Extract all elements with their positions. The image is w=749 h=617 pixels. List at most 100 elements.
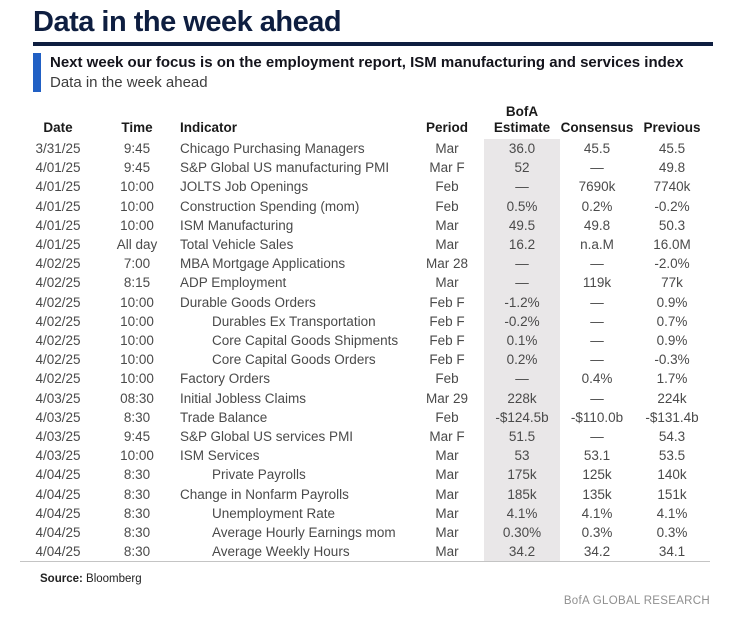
cell-estimate: 175k (484, 465, 560, 485)
cell-date: 4/03/25 (35, 429, 81, 445)
cell-previous: 0.3% (656, 525, 688, 541)
cell-estimate: -0.2% (484, 311, 560, 332)
cell-estimate: — (484, 177, 560, 197)
cell-indicator: Chicago Purchasing Managers (180, 141, 365, 156)
cell-period: Mar F (429, 160, 465, 176)
cell-previous: 53.5 (658, 448, 686, 464)
cell-indicator: ADP Employment (180, 275, 287, 291)
cell-indicator: Initial Jobless Claims (180, 390, 307, 406)
cell-consensus: — (590, 294, 604, 310)
table-row: 4/04/25 8:30 Change in Nonfarm Payrolls Mar… (20, 484, 710, 504)
table-row: 4/04/25 8:30 Average Hourly Earnings mom Ma… (20, 523, 710, 543)
cell-consensus: 0.2% (581, 198, 613, 214)
cell-period: Feb F (429, 294, 465, 310)
cell-period: Mar (435, 486, 459, 502)
cell-estimate: 0.30% (484, 523, 560, 543)
cell-time: 8:30 (123, 467, 151, 483)
cell-indicator: Durables Ex Transportation (212, 313, 376, 329)
table-row: 4/02/25 10:00 Durables Ex Transportation Fe… (20, 311, 710, 332)
cell-time: 8:30 (123, 409, 151, 425)
cell-consensus: 135k (582, 486, 612, 502)
table-row: 4/03/25 9:45 S&P Global US services PMI Mar… (20, 427, 710, 447)
cell-previous: 0.7% (656, 313, 688, 329)
cell-previous: 1.7% (656, 371, 688, 387)
cell-previous: 224k (657, 390, 687, 406)
cell-period: Feb F (429, 333, 465, 349)
cell-indicator: ISM Services (180, 448, 260, 464)
column-header-indicator: Indicator (180, 120, 238, 135)
cell-estimate: 0.5% (484, 196, 560, 216)
cell-previous: -2.0% (654, 256, 690, 272)
cell-time: All day (116, 237, 158, 253)
cell-consensus: 34.2 (583, 544, 611, 560)
cell-consensus: 119k (582, 275, 612, 291)
cell-time: 8:30 (123, 544, 151, 560)
brand-footer: BofA GLOBAL RESEARCH (563, 595, 710, 607)
cell-estimate: 16.2 (484, 235, 560, 255)
source-label: Source: (40, 573, 83, 586)
table-body: 3/31/25 9:45 Chicago Purchasing Managers Ma… (20, 139, 710, 562)
cell-date: 4/02/25 (35, 313, 81, 329)
cell-indicator: Core Capital Goods Shipments (212, 333, 399, 349)
hook-text: Next week our focus is on the employment… (41, 53, 684, 92)
cell-period: Feb (435, 198, 459, 214)
cell-period: Mar (435, 544, 459, 560)
table-row: 4/04/25 8:30 Average Weekly Hours Mar 34.2 34… (20, 542, 710, 562)
cell-previous: 34.1 (658, 544, 686, 560)
cell-time: 10:00 (120, 294, 154, 310)
cell-indicator: Construction Spending (mom) (180, 198, 360, 214)
cell-estimate: 34.2 (484, 542, 560, 562)
cell-indicator: Average Weekly Hours (212, 544, 350, 560)
cell-period: Mar 29 (425, 390, 469, 406)
cell-date: 4/01/25 (35, 217, 81, 233)
cell-period: Feb (435, 371, 459, 387)
table-row: 4/02/25 10:00 Factory Orders Feb — 0.4% 1.7% (20, 369, 710, 389)
cell-estimate: 52 (484, 158, 560, 178)
cell-consensus: 45.5 (583, 141, 611, 156)
cell-previous: 7740k (653, 179, 691, 195)
cell-date: 4/01/25 (35, 198, 81, 214)
table-row: 4/02/25 10:00 Core Capital Goods Orders Feb… (20, 350, 710, 370)
cell-previous: 0.9% (656, 333, 688, 349)
table-row: 4/02/25 7:00 MBA Mortgage Applications Mar … (20, 254, 710, 274)
column-header-time: Time (121, 120, 153, 135)
cell-indicator: Change in Nonfarm Payrolls (180, 486, 349, 502)
cell-date: 4/01/25 (35, 237, 81, 253)
cell-consensus: — (590, 352, 604, 368)
cell-consensus: n.a.M (580, 237, 614, 253)
cell-indicator: S&P Global US manufacturing PMI (180, 160, 390, 176)
table-row: 3/31/25 9:45 Chicago Purchasing Managers Ma… (20, 139, 710, 159)
cell-indicator: MBA Mortgage Applications (180, 256, 346, 272)
cell-period: Feb F (429, 313, 465, 329)
cell-previous: 45.5 (658, 141, 686, 156)
cell-estimate: 0.1% (484, 331, 560, 351)
cell-date: 4/01/25 (35, 179, 81, 195)
cell-estimate: -$124.5b (484, 407, 560, 428)
cell-time: 10:00 (120, 313, 154, 329)
table-row: 4/01/25 9:45 S&P Global US manufacturing P… (20, 158, 710, 178)
economic-calendar-table: Date Time Indicator Period BofA Estimate… (20, 104, 710, 563)
cell-indicator: JOLTS Job Openings (180, 179, 309, 195)
cell-date: 4/03/25 (35, 448, 81, 464)
table-row: 4/04/25 8:30 Private Payrolls Mar 175k 125k 14… (20, 465, 710, 485)
cell-time: 10:00 (120, 198, 154, 214)
cell-estimate: 49.5 (484, 215, 560, 236)
cell-date: 4/04/25 (35, 467, 81, 483)
cell-date: 3/31/25 (35, 141, 81, 156)
source-value: Bloomberg (86, 573, 142, 586)
cell-date: 4/03/25 (35, 409, 81, 425)
cell-previous: -0.2% (654, 198, 690, 214)
cell-previous: 50.3 (658, 217, 686, 233)
report-page: Data in the week ahead Next week our foc… (0, 6, 749, 617)
cell-indicator: Durable Goods Orders (180, 294, 316, 310)
cell-consensus: -$110.0b (570, 409, 624, 425)
cell-date: 4/02/25 (35, 371, 81, 387)
cell-time: 9:45 (123, 141, 151, 156)
cell-previous: 16.0M (653, 237, 691, 253)
cell-estimate: — (484, 254, 560, 274)
cell-estimate: 4.1% (484, 503, 560, 524)
cell-time: 7:00 (123, 256, 151, 272)
table-row: 4/01/25 10:00 JOLTS Job Openings Feb — 7690k 7… (20, 177, 710, 197)
cell-time: 8:30 (123, 525, 151, 541)
source-note: Source: Bloomberg (40, 572, 749, 587)
